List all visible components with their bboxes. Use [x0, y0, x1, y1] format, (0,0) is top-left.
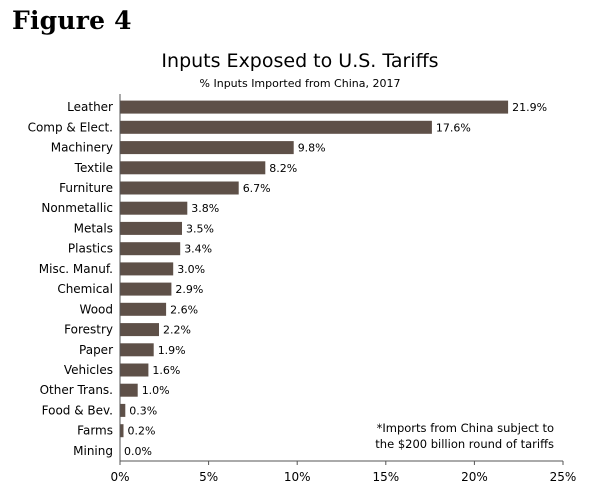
category-label: Nonmetallic: [41, 201, 113, 215]
category-label: Farms: [77, 424, 113, 438]
bar: [120, 242, 181, 256]
bar: [120, 201, 188, 215]
bar: [120, 100, 509, 114]
value-label: 2.2%: [163, 324, 191, 337]
footnote: *Imports from China subject to the $200 …: [375, 420, 554, 452]
bar: [120, 383, 138, 397]
category-label: Vehicles: [64, 363, 113, 377]
bar: [120, 262, 174, 276]
value-label: 1.6%: [152, 364, 180, 377]
category-label: Plastics: [68, 242, 113, 256]
value-label: 21.9%: [512, 101, 547, 114]
bar: [120, 343, 154, 357]
value-label: 3.5%: [186, 222, 214, 235]
category-label: Chemical: [57, 282, 113, 296]
bar: [120, 282, 172, 296]
x-tick-label: 20%: [461, 470, 488, 484]
category-label: Wood: [80, 302, 113, 316]
category-label: Comp & Elect.: [28, 120, 113, 134]
value-label: 2.9%: [175, 283, 203, 296]
value-label: 9.8%: [298, 142, 326, 155]
bar: [120, 120, 432, 134]
x-tick-label: 5%: [199, 470, 218, 484]
category-label: Furniture: [59, 181, 113, 195]
x-tick-label: 0%: [110, 470, 129, 484]
x-tick-label: 10%: [284, 470, 311, 484]
category-label: Leather: [67, 100, 113, 114]
x-tick-label: 15%: [372, 470, 399, 484]
value-label: 6.7%: [243, 182, 271, 195]
footnote-line-2: the $200 billion round of tariffs: [375, 437, 554, 451]
value-label: 17.6%: [436, 121, 471, 134]
figure-label: Figure 4: [12, 6, 132, 35]
footnote-line-1: *Imports from China subject to: [376, 421, 554, 435]
value-label: 0.3%: [129, 404, 157, 417]
category-label: Other Trans.: [40, 383, 113, 397]
bar: [120, 363, 149, 377]
bar: [120, 424, 124, 438]
value-label: 3.8%: [191, 202, 219, 215]
bar: [120, 181, 239, 195]
value-label: 3.0%: [177, 263, 205, 276]
bar: [120, 403, 126, 417]
category-label: Metals: [74, 221, 113, 235]
category-label: Machinery: [51, 141, 113, 155]
value-label: 3.4%: [184, 243, 212, 256]
bar: [120, 161, 266, 175]
value-label: 1.9%: [158, 344, 186, 357]
chart-title: Inputs Exposed to U.S. Tariffs: [161, 50, 439, 72]
value-label: 1.0%: [142, 384, 170, 397]
category-label: Misc. Manuf.: [39, 262, 113, 276]
value-label: 8.2%: [269, 162, 297, 175]
value-label: 2.6%: [170, 303, 198, 316]
category-label: Food & Bev.: [42, 403, 113, 417]
category-label: Paper: [79, 343, 113, 357]
category-label: Mining: [73, 444, 113, 458]
value-label: 0.0%: [124, 445, 152, 458]
x-tick-label: 25%: [550, 470, 577, 484]
bar: [120, 221, 182, 235]
bar: [120, 141, 294, 155]
bar: [120, 323, 159, 337]
value-label: 0.2%: [128, 425, 156, 438]
bar: [120, 302, 167, 316]
category-label: Forestry: [64, 323, 113, 337]
chart-subtitle: % Inputs Imported from China, 2017: [199, 77, 401, 90]
category-label: Textile: [74, 161, 113, 175]
